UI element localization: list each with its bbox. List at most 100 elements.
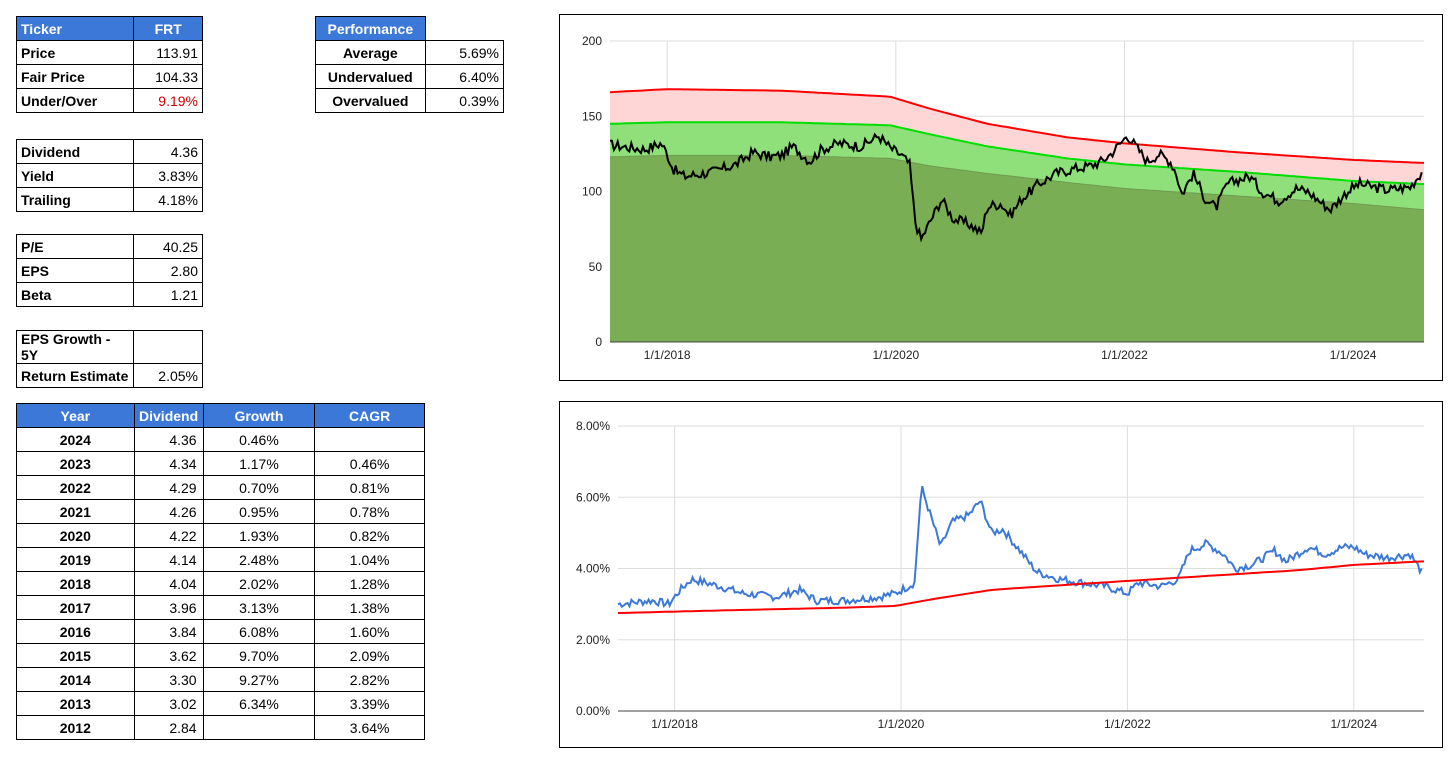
price-line [610, 132, 1423, 243]
y-tick-label: 0.00% [576, 704, 610, 718]
price-chart-svg: 0 50 100 150 200 1/1/2018 1/1/2020 1/1/2022 1/1/… [582, 34, 1425, 362]
growth-cell: 1.93% [202, 523, 316, 548]
fair-value-line [609, 121, 1425, 185]
cagr-cell [314, 427, 425, 452]
cagr-cell: 0.81% [314, 475, 425, 500]
table-row: 2019 4.14 2.48% 1.04% [16, 547, 425, 572]
table-row: 2016 3.84 6.08% 1.60% [16, 619, 425, 644]
dividend-cell: 4.29 [133, 475, 204, 500]
price-chart: 0 50 100 150 200 1/1/2018 1/1/2020 1/1/2022 1/1/… [559, 14, 1443, 381]
cagr-cell: 0.46% [314, 451, 425, 476]
year-cell: 2016 [16, 619, 135, 644]
table-row: EPS 2.80 [15, 258, 203, 283]
year-cell: 2014 [16, 667, 135, 692]
table-row: 2015 3.62 9.70% 2.09% [16, 643, 425, 668]
growth-cell: 6.08% [202, 619, 316, 644]
ticker-label: Ticker [15, 16, 135, 41]
dividend-cell: 4.26 [133, 499, 204, 524]
table-row: 2012 2.84 3.64% [16, 715, 425, 740]
year-cell: 2018 [16, 571, 135, 596]
x-tick-label: 1/1/2022 [1104, 717, 1151, 731]
table-row: 2020 4.22 1.93% 0.82% [16, 523, 425, 548]
y-tick-label: 2.00% [576, 633, 610, 647]
overvalued-value: 0.39% [424, 88, 505, 113]
y-tick-label: 0 [595, 335, 602, 349]
y-tick-label: 8.00% [576, 419, 610, 433]
trailing-value: 4.18% [133, 187, 203, 212]
y-tick-label: 150 [582, 109, 602, 123]
year-cell: 2019 [16, 547, 135, 572]
table-row: 2014 3.30 9.27% 2.82% [16, 667, 425, 692]
dividend-cell: 4.22 [133, 523, 204, 548]
year-cell: 2017 [16, 595, 135, 620]
beta-label: Beta [15, 282, 135, 307]
y-tick-label: 50 [589, 260, 603, 274]
return-estimate-value: 2.05% [133, 363, 203, 388]
cagr-cell: 1.04% [314, 547, 425, 572]
return-estimate-label: Return Estimate [15, 363, 135, 388]
table-row: Yield 3.83% [15, 163, 203, 188]
cagr-cell: 1.60% [314, 619, 425, 644]
growth-cell: 2.48% [202, 547, 316, 572]
cagr-cell: 1.38% [314, 595, 425, 620]
price-label: Price [15, 40, 135, 65]
dividend-history-table: Year Dividend Growth CAGR 2024 4.36 0.46% 2… [16, 403, 425, 740]
growth-cell [202, 715, 316, 740]
dividend-cell: 3.02 [133, 691, 204, 716]
yield-chart-svg: 0.00% 2.00% 4.00% 6.00% 8.00% 1/1/2018 1/1/202… [576, 419, 1425, 731]
growth-cell: 0.95% [202, 499, 316, 524]
eps-growth-label: EPS Growth - 5Y [15, 330, 135, 364]
table-row: 2018 4.04 2.02% 1.28% [16, 571, 425, 596]
dividend-cell: 3.96 [133, 595, 204, 620]
y-tick-label: 6.00% [576, 490, 610, 504]
eps-label: EPS [15, 258, 135, 283]
x-tick-label: 1/1/2018 [651, 717, 698, 731]
table-row: Trailing 4.18% [15, 187, 203, 212]
performance-header-blank [425, 16, 504, 41]
table-row: Return Estimate 2.05% [15, 363, 203, 388]
cagr-header: CAGR [314, 403, 425, 428]
growth-table: EPS Growth - 5Y Return Estimate 2.05% [15, 330, 203, 388]
yield-chart: 0.00% 2.00% 4.00% 6.00% 8.00% 1/1/2018 1/1/202… [559, 401, 1443, 748]
price-value: 113.91 [133, 40, 203, 65]
under-over-value: 9.19% [133, 88, 203, 113]
year-cell: 2022 [16, 475, 135, 500]
table-row: Beta 1.21 [15, 282, 203, 307]
dividend-value: 4.36 [133, 139, 203, 164]
eps-growth-value [133, 330, 203, 364]
cagr-cell: 0.82% [314, 523, 425, 548]
cagr-cell: 3.39% [314, 691, 425, 716]
pe-value: 40.25 [133, 234, 203, 259]
table-row: Average 5.69% [315, 40, 505, 65]
year-header: Year [16, 403, 135, 428]
table-row: Fair Price 104.33 [15, 64, 203, 89]
x-tick-label: 1/1/2018 [644, 348, 691, 362]
undervalued-value: 6.40% [424, 64, 505, 89]
beta-value: 1.21 [133, 282, 203, 307]
dividend-cell: 3.30 [133, 667, 204, 692]
table-row: EPS Growth - 5Y [15, 330, 203, 364]
dividend-cell: 3.62 [133, 643, 204, 668]
table-row: 2021 4.26 0.95% 0.78% [16, 499, 425, 524]
growth-cell: 6.34% [202, 691, 316, 716]
cagr-cell: 3.64% [314, 715, 425, 740]
y-tick-label: 4.00% [576, 562, 610, 576]
table-row: Price 113.91 [15, 40, 203, 65]
table-row: 2017 3.96 3.13% 1.38% [16, 595, 425, 620]
x-tick-label: 1/1/2024 [1330, 717, 1377, 731]
growth-cell: 0.46% [202, 427, 316, 452]
table-row: 2023 4.34 1.17% 0.46% [16, 451, 425, 476]
year-cell: 2024 [16, 427, 135, 452]
under-over-label: Under/Over [15, 88, 135, 113]
x-tick-label: 1/1/2024 [1330, 348, 1377, 362]
yield-label: Yield [15, 163, 135, 188]
dividend-cell: 3.84 [133, 619, 204, 644]
year-cell: 2012 [16, 715, 135, 740]
ticker-table-header: Ticker FRT [15, 16, 203, 41]
performance-header: Performance [315, 16, 504, 41]
dividend-cell: 4.36 [133, 427, 204, 452]
dividend-table: Dividend 4.36 Yield 3.83% Trailing 4.18% [15, 139, 203, 212]
history-body: 2024 4.36 0.46% 2023 4.34 1.17% 0.46% 2022 4.29 0… [16, 427, 425, 740]
fair-price-label: Fair Price [15, 64, 135, 89]
growth-cell: 9.27% [202, 667, 316, 692]
